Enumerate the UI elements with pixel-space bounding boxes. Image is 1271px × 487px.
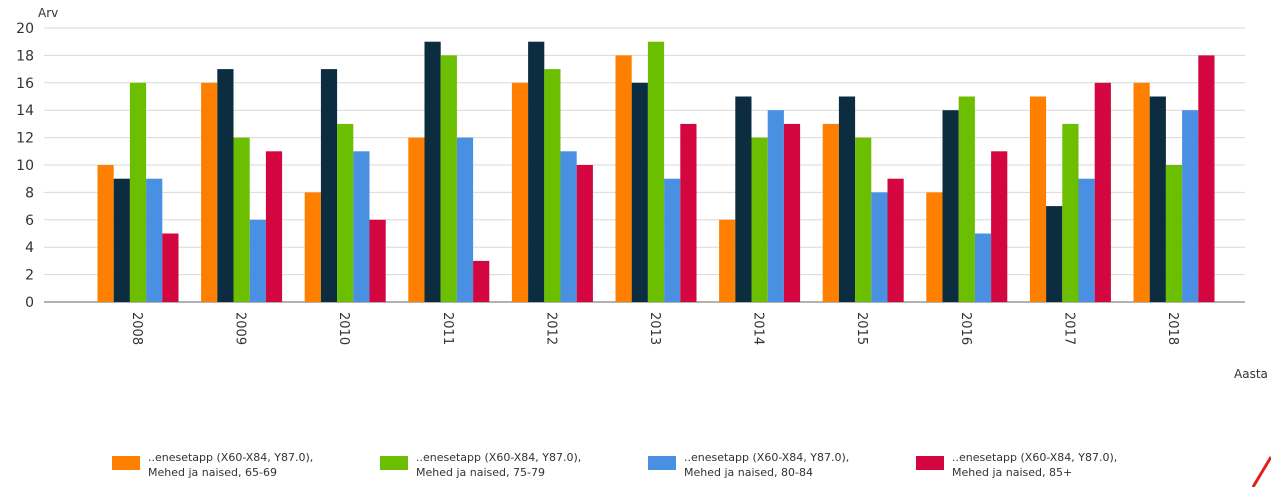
x-tick-label: 2011: [440, 312, 455, 345]
legend-swatch: [112, 456, 140, 470]
legend-label: ..enesetapp (X60-X84, Y87.0), Mehed ja na…: [416, 451, 582, 479]
legend-item[interactable]: ..enesetapp (X60-X84, Y87.0), Mehed ja na…: [112, 450, 380, 480]
bar-2012-s3[interactable]: [560, 151, 577, 302]
y-tick-label: 10: [16, 158, 34, 174]
x-tick-label: 2012: [543, 312, 558, 345]
bar-2009-s0[interactable]: [201, 82, 218, 302]
x-tick-label: 2017: [1061, 312, 1076, 345]
bar-2009-s1[interactable]: [217, 69, 234, 302]
bar-2018-s0[interactable]: [1133, 82, 1150, 302]
bar-2016-s1[interactable]: [942, 110, 959, 302]
legend-label: ..enesetapp (X60-X84, Y87.0), Mehed ja na…: [148, 451, 314, 479]
x-axis-title: Aasta: [1234, 367, 1268, 381]
bar-2014-s4[interactable]: [783, 123, 801, 303]
y-tick-label: 14: [16, 103, 34, 119]
bar-2010-s3[interactable]: [353, 151, 370, 302]
bar-2014-s1[interactable]: [735, 96, 752, 303]
bar-2017-s0[interactable]: [1029, 96, 1047, 303]
bar-2015-s3[interactable]: [871, 192, 888, 302]
y-tick-label: 12: [16, 131, 34, 147]
y-tick-label: 4: [25, 240, 34, 256]
bar-2010-s1[interactable]: [320, 69, 338, 302]
bar-2018-s4[interactable]: [1198, 55, 1215, 303]
bar-2015-s4[interactable]: [887, 178, 904, 302]
bar-2010-s0[interactable]: [304, 192, 321, 302]
bar-2014-s3[interactable]: [767, 110, 784, 302]
legend-swatch: [916, 456, 944, 470]
x-tick-label: 2018: [1165, 312, 1180, 345]
x-tick-label: 2010: [336, 312, 351, 345]
bar-2008-s0[interactable]: [97, 165, 114, 302]
bar-2016-s2[interactable]: [958, 96, 975, 303]
x-tick-label: 2016: [958, 312, 973, 345]
legend-item[interactable]: ..enesetapp (X60-X84, Y87.0), Mehed ja na…: [648, 450, 916, 480]
bar-2013-s2[interactable]: [647, 41, 665, 302]
bar-2012-s0[interactable]: [511, 82, 529, 302]
y-tick-label: 0: [25, 295, 34, 311]
x-tick-label: 2013: [647, 312, 662, 345]
legend-item[interactable]: ..enesetapp (X60-X84, Y87.0), Mehed ja na…: [380, 450, 648, 480]
bar-2012-s1[interactable]: [528, 41, 545, 302]
x-tick-label: 2015: [854, 312, 869, 345]
bar-2018-s3[interactable]: [1182, 110, 1199, 302]
x-axis-ticks: 2008 2009 2010 2011 2012 2013 2014 2015 2016 2017…: [129, 312, 1180, 345]
bar-2013-s3[interactable]: [664, 178, 681, 302]
y-axis-title: Arv: [38, 6, 58, 20]
bar-2008-s2[interactable]: [129, 82, 147, 302]
bar-2010-s4[interactable]: [369, 219, 386, 302]
bar-2014-s2[interactable]: [751, 137, 768, 302]
y-tick-label: 20: [16, 21, 34, 37]
bar-2016-s4[interactable]: [991, 151, 1008, 302]
bar-2016-s3[interactable]: [974, 233, 992, 303]
bar-2011-s1[interactable]: [424, 41, 441, 302]
bar-2017-s2[interactable]: [1062, 123, 1079, 303]
bar-2011-s4[interactable]: [473, 260, 490, 302]
y-tick-label: 8: [25, 185, 34, 201]
legend-label: ..enesetapp (X60-X84, Y87.0), Mehed ja na…: [952, 451, 1118, 479]
corner-stroke: [1251, 456, 1271, 487]
bar-2011-s0[interactable]: [408, 137, 425, 302]
bar-2016-s0[interactable]: [926, 192, 943, 302]
legend-swatch: [648, 456, 676, 470]
y-tick-label: 6: [25, 213, 34, 229]
bar-2011-s3[interactable]: [456, 137, 474, 302]
bar-2017-s1[interactable]: [1046, 206, 1063, 302]
bar-2017-s4[interactable]: [1094, 82, 1111, 302]
bars: [97, 41, 1215, 303]
bar-2018-s2[interactable]: [1165, 165, 1183, 302]
x-tick-label: 2008: [129, 312, 144, 345]
x-tick-label: 2009: [233, 312, 248, 345]
bar-2013-s1[interactable]: [631, 82, 648, 302]
bar-2014-s0[interactable]: [719, 219, 736, 302]
legend-label: ..enesetapp (X60-X84, Y87.0), Mehed ja na…: [684, 451, 850, 479]
bar-2015-s2[interactable]: [855, 137, 872, 302]
y-tick-label: 18: [16, 48, 34, 64]
legend-item[interactable]: ..enesetapp (X60-X84, Y87.0), Mehed ja na…: [916, 450, 1184, 480]
legend-swatch: [380, 456, 408, 470]
bar-2009-s4[interactable]: [265, 151, 283, 302]
legend: ..enesetapp (X60-X84, Y87.0), Mehed ja na…: [112, 450, 1184, 480]
bar-2012-s2[interactable]: [544, 69, 561, 302]
bar-2018-s1[interactable]: [1149, 96, 1166, 303]
bar-2013-s4[interactable]: [680, 123, 697, 303]
bar-2010-s2[interactable]: [337, 123, 354, 303]
bar-2015-s1[interactable]: [838, 96, 856, 303]
bar-2011-s2[interactable]: [440, 55, 457, 303]
bar-2012-s4[interactable]: [576, 165, 593, 302]
bar-2009-s2[interactable]: [233, 137, 250, 302]
bar-2015-s0[interactable]: [822, 123, 839, 303]
bar-2008-s4[interactable]: [162, 233, 179, 303]
y-axis-ticks: 0 2 4 6 8 10 12 14 16 18 20: [16, 21, 34, 311]
x-tick-label: 2014: [751, 312, 766, 345]
y-tick-label: 2: [25, 268, 34, 284]
bar-2008-s1[interactable]: [113, 178, 130, 302]
bar-2008-s3[interactable]: [146, 178, 163, 302]
bar-2017-s3[interactable]: [1078, 178, 1095, 302]
y-tick-label: 16: [16, 76, 34, 92]
bar-2009-s3[interactable]: [249, 219, 266, 302]
bar-2013-s0[interactable]: [615, 55, 632, 303]
